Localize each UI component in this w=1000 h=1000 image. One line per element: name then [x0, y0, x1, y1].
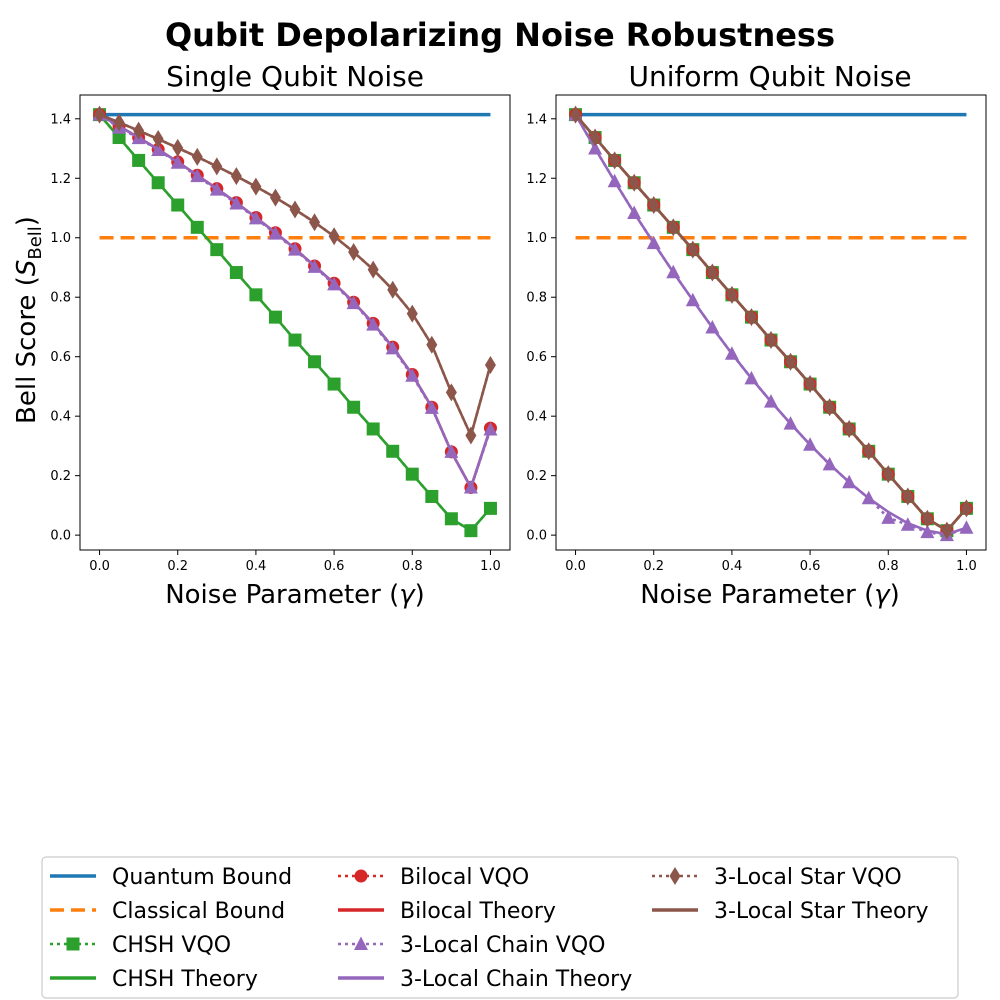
- legend-marker: [354, 936, 368, 950]
- data-point: [959, 520, 974, 534]
- x-tick-label: 0.4: [246, 559, 267, 574]
- series-3-local-star-vqo: [94, 105, 496, 445]
- x-tick-label: 0.8: [402, 559, 423, 574]
- data-point: [881, 510, 896, 524]
- legend-entry-3-local-star-vqo: 3-Local Star VQO: [652, 865, 902, 890]
- series-line: [98, 113, 492, 532]
- y-tick-label: 0.0: [526, 529, 547, 544]
- x-tick-label: 1.0: [480, 559, 501, 574]
- y-tick-label: 1.2: [50, 172, 71, 187]
- series-chsh-vqo: [93, 108, 497, 538]
- series-line: [574, 113, 967, 536]
- legend-frame: [41, 856, 959, 999]
- legend-label: 3-Local Star VQO: [714, 865, 902, 890]
- axes-frame: [555, 94, 987, 551]
- y-tick-label: 0.4: [526, 410, 547, 425]
- chart-uniform-qubit-noise: Uniform Qubit Noise 0.0 0.2 0.4 0.6 0.8 1.00.…: [526, 60, 987, 610]
- legend-entry-bilocal-theory: Bilocal Theory: [338, 899, 556, 924]
- series-line: [574, 113, 968, 532]
- x-tick-label: 0.0: [565, 559, 586, 574]
- series-line: [98, 113, 492, 489]
- x-tick-label: 0.4: [722, 559, 743, 574]
- figure-title: Qubit Depolarizing Noise Robustness: [165, 16, 835, 54]
- series-line: [98, 113, 492, 489]
- legend-label: Classical Bound: [112, 899, 285, 924]
- x-tick-label: 0.8: [878, 559, 899, 574]
- y-tick-label: 1.0: [50, 231, 71, 246]
- series-bilocal-theory: [98, 113, 492, 489]
- legend-label: Bilocal Theory: [400, 899, 556, 924]
- x-axis-label: Noise Parameter (γ): [640, 580, 900, 610]
- chart-title: Uniform Qubit Noise: [628, 60, 911, 93]
- y-tick-label: 0.6: [50, 350, 71, 365]
- x-tick-label: 0.0: [89, 559, 110, 574]
- data-point: [484, 356, 496, 375]
- series-3-local-star-vqo: [570, 105, 972, 540]
- y-tick-label: 0.6: [526, 350, 547, 365]
- legend-entry-3-local-chain-theory: 3-Local Chain Theory: [338, 967, 632, 992]
- series-line: [98, 113, 492, 489]
- y-tick-label: 0.2: [50, 469, 71, 484]
- plot-area: 0.0 0.2 0.4 0.6 0.8 1.0 0.0 0.2 0.4 0.6 0.8 1.0 1.2 1…: [526, 94, 987, 574]
- y-tick-label: 0.8: [526, 291, 547, 306]
- x-tick-label: 0.6: [324, 559, 345, 574]
- series-bilocal-vqo: [93, 108, 497, 495]
- legend-label: Bilocal VQO: [400, 865, 529, 890]
- y-tick-label: 1.4: [50, 112, 71, 127]
- series-3-local-chain-vqo: [92, 107, 498, 494]
- legend-marker: [66, 937, 80, 951]
- legend-label: 3-Local Star Theory: [714, 899, 929, 924]
- series-3-local-star-theory: [99, 113, 492, 437]
- y-tick-label: 1.0: [526, 231, 547, 246]
- series-chsh-vqo: [569, 108, 973, 538]
- y-tick-label: 0.4: [50, 410, 71, 425]
- series-3-local-chain-theory: [574, 113, 967, 536]
- legend: Quantum Bound Classical Bound CHSH VQO CHSH…: [41, 856, 959, 999]
- legend-entry-3-local-chain-vqo: 3-Local Chain VQO: [338, 933, 605, 958]
- series-3-local-chain-theory: [98, 113, 492, 489]
- x-tick-label: 0.6: [800, 559, 821, 574]
- legend-entry-quantum-bound: Quantum Bound: [50, 865, 292, 890]
- y-tick-label: 0.0: [50, 529, 71, 544]
- series-chsh-theory: [98, 113, 492, 532]
- legend-label: 3-Local Chain VQO: [400, 933, 605, 958]
- y-tick-label: 0.2: [526, 469, 547, 484]
- legend-entry-chsh-theory: CHSH Theory: [50, 967, 258, 992]
- legend-label: CHSH Theory: [112, 967, 258, 992]
- data-point: [94, 105, 106, 124]
- x-axis-label: Noise Parameter (γ): [165, 580, 425, 610]
- legend-entry-3-local-star-theory: 3-Local Star Theory: [652, 899, 929, 924]
- series-bilocal-vqo: [569, 108, 973, 538]
- series-line: [98, 113, 492, 489]
- legend-marker: [669, 867, 681, 885]
- x-tick-label: 0.2: [643, 559, 664, 574]
- chart-single-qubit-noise: Single Qubit Noise 0.0 0.2 0.4 0.6 0.8 1.00.0…: [12, 60, 511, 610]
- x-tick-label: 0.2: [167, 559, 188, 574]
- legend-entry-chsh-vqo: CHSH VQO: [50, 933, 231, 958]
- y-tick-label: 1.4: [526, 112, 547, 127]
- series-line: [99, 113, 492, 437]
- y-tick-label: 0.8: [50, 291, 71, 306]
- y-tick-label: 1.2: [526, 172, 547, 187]
- legend-label: 3-Local Chain Theory: [400, 967, 632, 992]
- legend-marker: [354, 869, 368, 883]
- series-3-local-chain-vqo: [568, 107, 974, 542]
- legend-entry-bilocal-vqo: Bilocal VQO: [338, 865, 529, 890]
- y-axis-label: Bell Score (SBell): [12, 216, 46, 424]
- series-3-local-star-theory: [574, 113, 968, 532]
- legend-label: CHSH VQO: [112, 933, 231, 958]
- plot-area: 0.0 0.2 0.4 0.6 0.8 1.0 0.0 0.2 0.4 0.6 0.8 1.0 1.2 1…: [50, 94, 511, 574]
- series-line: [99, 113, 492, 437]
- legend-label: Quantum Bound: [112, 865, 292, 890]
- chart-title: Single Qubit Noise: [166, 60, 424, 93]
- axes-frame: [79, 94, 511, 551]
- x-tick-label: 1.0: [956, 559, 977, 574]
- legend-entry-classical-bound: Classical Bound: [50, 899, 285, 924]
